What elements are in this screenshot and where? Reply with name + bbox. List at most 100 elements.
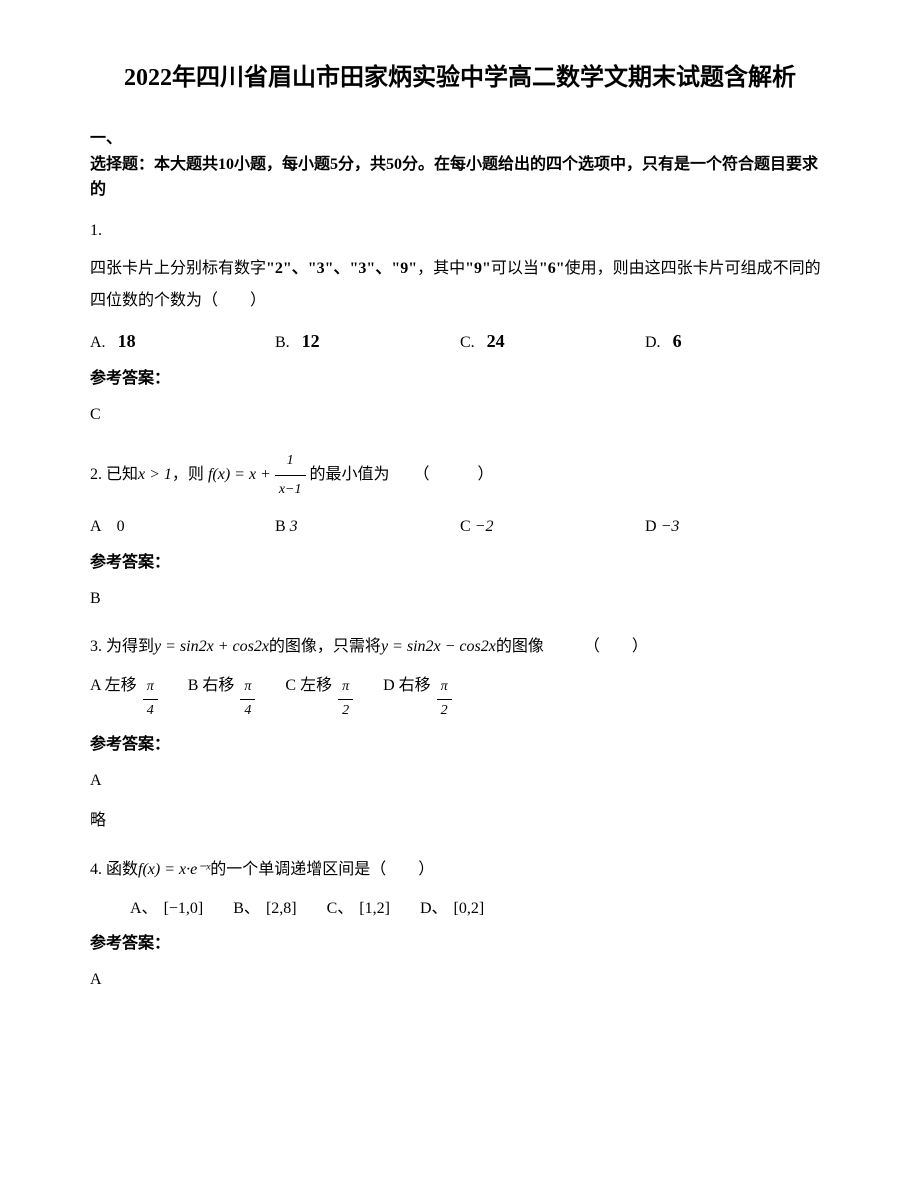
q3-opt-d-label: D 右移 [383, 673, 431, 699]
q1-text: 四张卡片上分别标有数字"2"、"3"、"3"、"9"，其中"9"可以当"6"使用… [90, 253, 830, 317]
q1-options: A. 18 B. 12 C. 24 D. 6 [90, 327, 830, 356]
q4-opt-c-val: [1,2] [359, 896, 390, 922]
q1-opt-a-value: 18 [118, 331, 136, 351]
q2-num-text: 2. 已知 [90, 467, 138, 484]
q4-option-c: C、 [1,2] [327, 896, 390, 922]
q3-num-text: 3. 为得到 [90, 638, 154, 655]
q3-options: A 左移 π 4 B 右移 π 4 C 左移 π 2 D 右移 π 2 [90, 673, 830, 722]
q1-six: "6" [539, 260, 565, 277]
q2-option-b: B 3 [275, 514, 460, 540]
q3-frac-d: π 2 [437, 676, 452, 722]
question-4: 4. 函数f(x) = x·e⁻ˣ的一个单调递增区间是（ ） A、 [−1,0]… [90, 854, 830, 993]
q2-opt-d-val: −3 [661, 518, 680, 535]
q2-opt-d-label: D [645, 518, 657, 535]
q4-opt-d-label: D、 [420, 896, 448, 922]
q4-opt-b-label: B、 [233, 896, 260, 922]
q1-opt-c-value: 24 [487, 331, 505, 351]
q4-fx: f(x) = x·e⁻ˣ [138, 861, 210, 878]
q1-option-d: D. 6 [645, 327, 830, 356]
q3-opt-c-label: C 左移 [285, 673, 332, 699]
q1-answer: C [90, 402, 830, 428]
q3-option-c: C 左移 π 2 [285, 673, 353, 722]
page-title: 2022年四川省眉山市田家炳实验中学高二数学文期末试题含解析 [90, 60, 830, 96]
q1-option-a: A. 18 [90, 327, 275, 356]
q3-frac-c: π 2 [338, 676, 353, 722]
q3-frac-a-den: 4 [143, 700, 158, 722]
q1-opt-d-label: D. [645, 334, 661, 351]
q4-opt-a-label: A、 [130, 896, 158, 922]
q3-frac-a-num: π [143, 676, 158, 699]
q3-opt-a-label: A 左移 [90, 673, 137, 699]
q1-number: 1. [90, 218, 830, 244]
q3-skip: 略 [90, 808, 830, 834]
q2-answer-label: 参考答案： [90, 550, 830, 576]
q4-text: 4. 函数f(x) = x·e⁻ˣ的一个单调递增区间是（ ） [90, 854, 830, 886]
q3-answer: A [90, 768, 830, 794]
q2-option-d: D −3 [645, 514, 830, 540]
q1-text-1: 四张卡片上分别标有数字 [90, 260, 266, 277]
q2-cond: x > 1 [138, 467, 172, 484]
q3-eq2: y = sin2x − cos2x [381, 638, 496, 655]
q2-answer: B [90, 586, 830, 612]
q2-option-a: A 0 [90, 514, 275, 540]
q3-option-b: B 右移 π 4 [188, 673, 256, 722]
q1-opt-d-value: 6 [673, 331, 682, 351]
q1-opt-a-label: A. [90, 334, 106, 351]
q4-option-b: B、 [2,8] [233, 896, 296, 922]
q1-option-c: C. 24 [460, 327, 645, 356]
q2-frac-den: x−1 [275, 476, 306, 504]
q4-opt-c-label: C、 [327, 896, 354, 922]
q4-opt-a-val: [−1,0] [164, 896, 204, 922]
q2-fx: f(x) = x + [208, 467, 271, 484]
q1-cards: "2"、"3"、"3"、"9" [266, 260, 417, 277]
section-header: 一、 选择题：本大题共10小题，每小题5分，共50分。在每小题给出的四个选项中，… [90, 126, 830, 203]
q4-option-d: D、 [0,2] [420, 896, 484, 922]
q3-text-2: 的图像，只需将 [269, 638, 381, 655]
q4-opt-d-val: [0,2] [454, 896, 485, 922]
q4-option-a: A、 [−1,0] [130, 896, 203, 922]
q1-opt-c-label: C. [460, 334, 475, 351]
q3-frac-d-num: π [437, 676, 452, 699]
q2-text-3: 的最小值为 （ ） [310, 467, 494, 484]
q1-opt-b-label: B. [275, 334, 290, 351]
q3-frac-b-num: π [240, 676, 255, 699]
q2-opt-b-val: 3 [290, 518, 298, 535]
q3-frac-d-den: 2 [437, 700, 452, 722]
section-num: 一、 [90, 130, 122, 147]
q1-option-b: B. 12 [275, 327, 460, 356]
q1-opt-b-value: 12 [302, 331, 320, 351]
q3-opt-b-label: B 右移 [188, 673, 235, 699]
question-1: 1. 四张卡片上分别标有数字"2"、"3"、"3"、"9"，其中"9"可以当"6… [90, 218, 830, 428]
q3-eq1: y = sin2x + cos2x [154, 638, 269, 655]
q4-num-text: 4. 函数 [90, 861, 138, 878]
q3-frac-c-num: π [338, 676, 353, 699]
q2-option-c: C −2 [460, 514, 645, 540]
q2-opt-b-label: B [275, 518, 286, 535]
q2-frac-num: 1 [275, 447, 306, 476]
q2-opt-c-val: −2 [475, 518, 494, 535]
q2-text-2: ，则 [172, 467, 204, 484]
q1-answer-label: 参考答案： [90, 366, 830, 392]
q2-text: 2. 已知x > 1，则 f(x) = x + 1 x−1 的最小值为 （ ） [90, 447, 830, 504]
q3-answer-label: 参考答案： [90, 732, 830, 758]
q2-opt-c-label: C [460, 518, 471, 535]
q3-option-a: A 左移 π 4 [90, 673, 158, 722]
q3-frac-c-den: 2 [338, 700, 353, 722]
q1-text-2: ，其中 [417, 260, 465, 277]
q3-option-d: D 右移 π 2 [383, 673, 452, 722]
q2-fraction: 1 x−1 [275, 447, 306, 504]
q3-text-3: 的图像 （ ） [496, 638, 648, 655]
q2-options: A 0 B 3 C −2 D −3 [90, 514, 830, 540]
section-desc: 选择题：本大题共10小题，每小题5分，共50分。在每小题给出的四个选项中，只有是… [90, 156, 818, 199]
q4-text-2: 的一个单调递增区间是（ ） [210, 861, 434, 878]
q3-frac-a: π 4 [143, 676, 158, 722]
q1-nine: "9" [465, 260, 491, 277]
q4-opt-b-val: [2,8] [266, 896, 297, 922]
q1-text-3: 可以当 [491, 260, 539, 277]
question-2: 2. 已知x > 1，则 f(x) = x + 1 x−1 的最小值为 （ ） … [90, 447, 830, 611]
q3-frac-b: π 4 [240, 676, 255, 722]
q4-answer: A [90, 967, 830, 993]
question-3: 3. 为得到y = sin2x + cos2x的图像，只需将y = sin2x … [90, 631, 830, 834]
q4-options: A、 [−1,0] B、 [2,8] C、 [1,2] D、 [0,2] [90, 896, 830, 922]
q4-answer-label: 参考答案： [90, 931, 830, 957]
